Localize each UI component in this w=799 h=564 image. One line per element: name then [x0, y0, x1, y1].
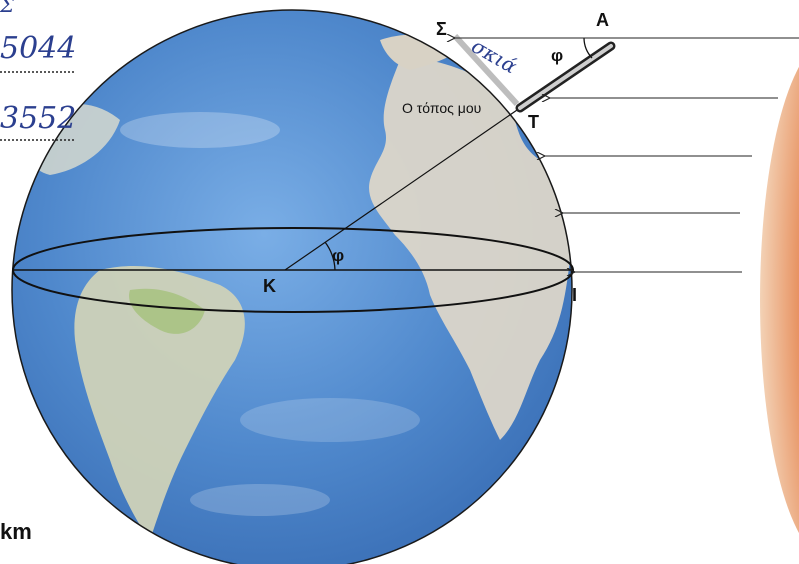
handwritten-value-1: 5044 [0, 31, 76, 66]
handwritten-fragment: Σ [0, 0, 15, 17]
africa-landmass [369, 59, 572, 441]
point-t-label: T [528, 112, 539, 132]
angle-phi-top-label: φ [551, 46, 563, 65]
point-a-label: A [596, 10, 609, 30]
shadow-line [452, 33, 520, 107]
sun [760, 66, 799, 534]
point-i-label: I [572, 285, 577, 305]
handwritten-value-2: 3552 [0, 101, 76, 136]
place-label: Ο τόπος μου [402, 100, 481, 116]
angle-arc-top [583, 37, 593, 59]
earth-globe [11, 9, 573, 564]
shadow-label: σκιά [468, 34, 522, 79]
sun-rays [455, 38, 799, 272]
unit-label: km [0, 519, 32, 544]
south-america-landmass [74, 265, 245, 540]
angle-arc-center [324, 241, 336, 271]
radius-k-to-t [284, 107, 521, 271]
angle-phi-center-label: φ [332, 246, 344, 265]
point-sigma-label: Σ [436, 19, 447, 39]
gnomon-rod [515, 41, 616, 113]
point-k-label: K [263, 276, 276, 296]
